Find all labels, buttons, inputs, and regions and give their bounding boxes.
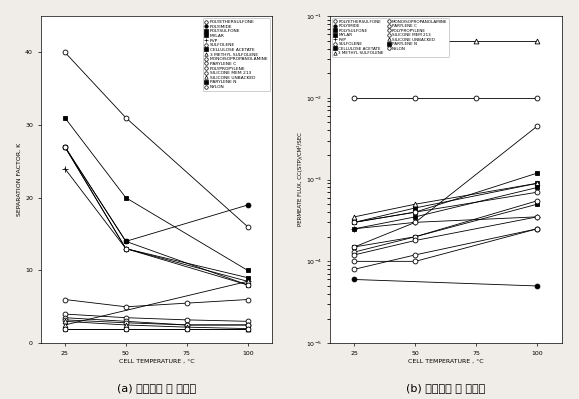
- Y-axis label: SEPARATION FACTOR, K: SEPARATION FACTOR, K: [17, 143, 22, 216]
- Y-axis label: PERMEATE FLUX, CC(STP)/CM²/SEC: PERMEATE FLUX, CC(STP)/CM²/SEC: [298, 132, 303, 227]
- Legend: POLYETHERSULFONE, POLYIMIDE, POLYSULFONE, MYLAR, PVP, SULFOLENE, CELLULOSE ACETA: POLYETHERSULFONE, POLYIMIDE, POLYSULFONE…: [332, 18, 449, 57]
- Text: (b) 혼합가스 중 투과도: (b) 혼합가스 중 투과도: [406, 383, 485, 393]
- Legend: POLYETHERSULFONE, POLYIMIDE, POLYSULFONE, MYLAR, PVP, SULFOLENE, CELLULOSE ACETA: POLYETHERSULFONE, POLYIMIDE, POLYSULFONE…: [203, 18, 270, 91]
- X-axis label: CELL TEMPERATURE , °C: CELL TEMPERATURE , °C: [408, 359, 483, 363]
- X-axis label: CELL TEMPERATURE , °C: CELL TEMPERATURE , °C: [119, 359, 194, 363]
- Text: (a) 혼합가스 중 선택도: (a) 혼합가스 중 선택도: [117, 383, 196, 393]
